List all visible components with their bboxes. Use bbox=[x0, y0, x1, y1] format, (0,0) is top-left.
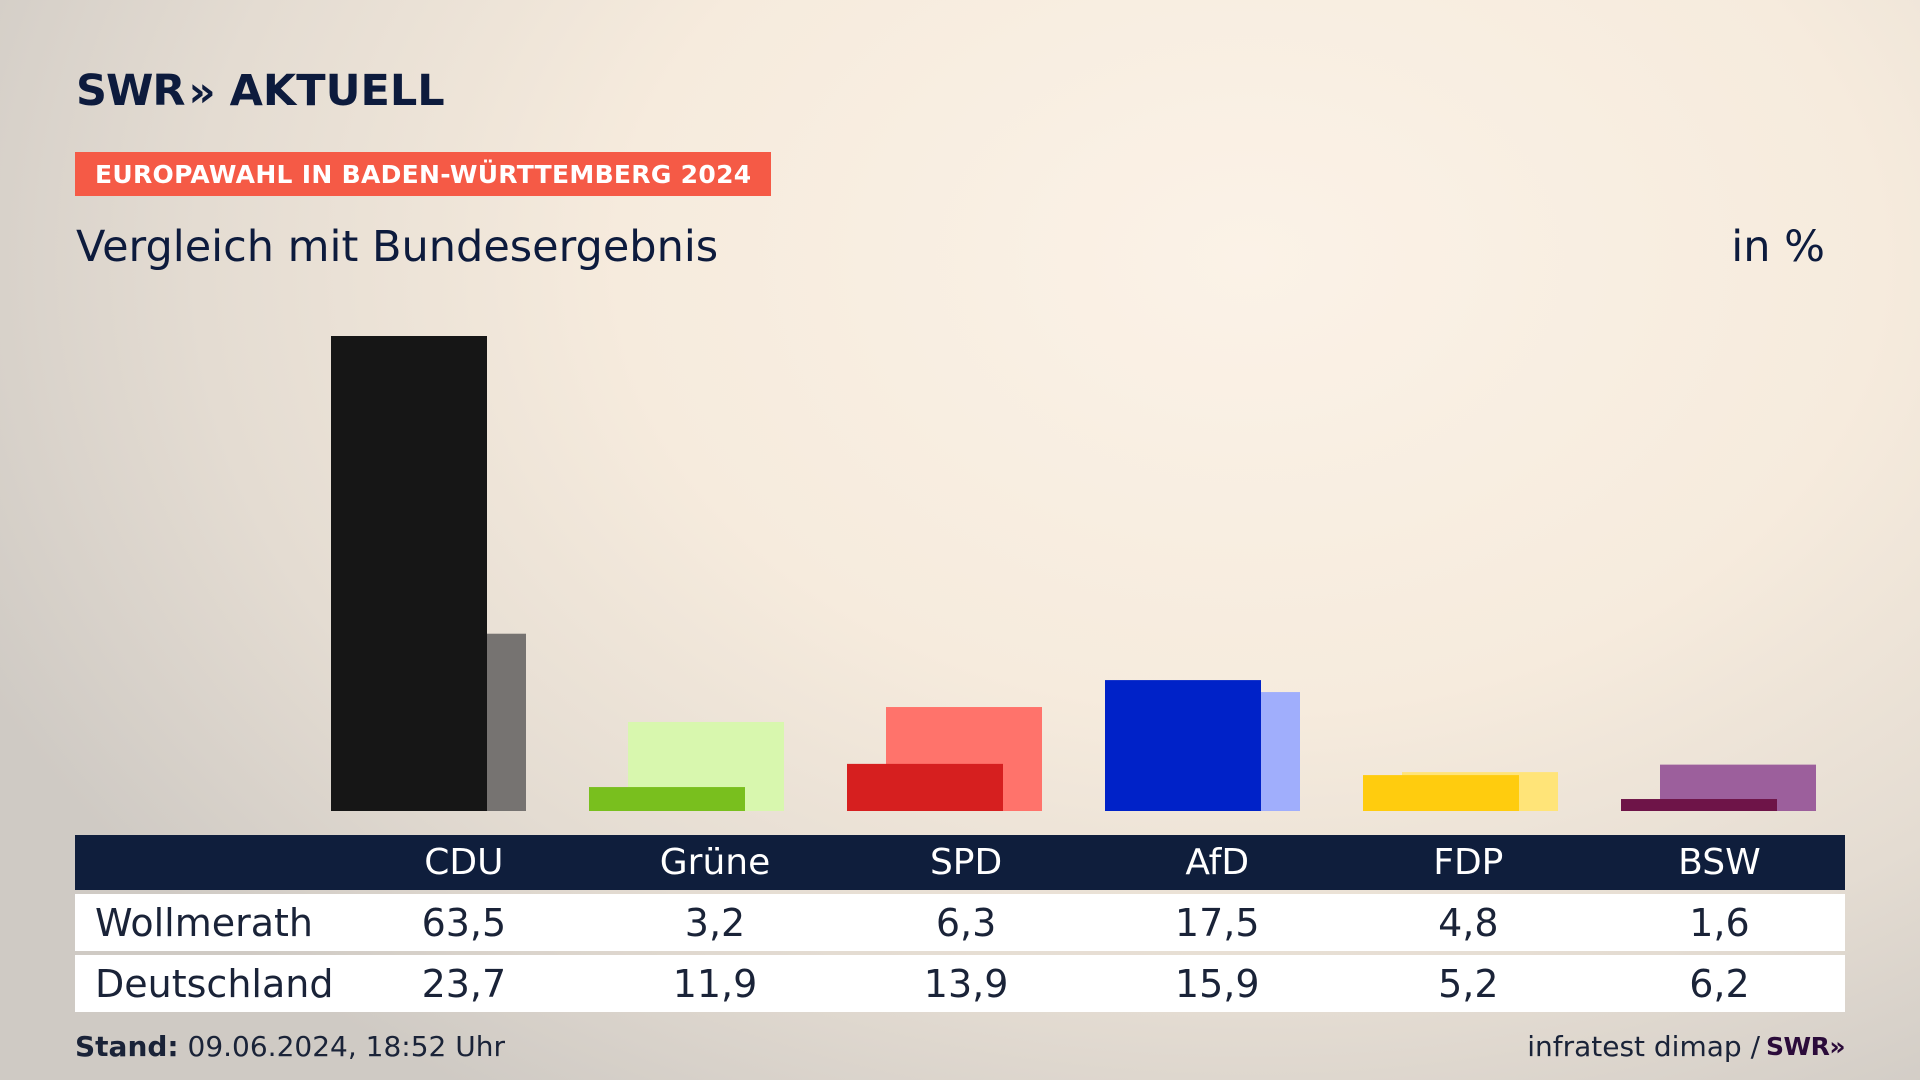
unit-label: in % bbox=[1731, 222, 1825, 272]
value-cell: 6,2 bbox=[1689, 961, 1750, 1006]
value-cell: 6,3 bbox=[935, 900, 997, 945]
bar-wollmerath-gruene bbox=[589, 787, 745, 811]
value-cell: 1,6 bbox=[1689, 900, 1750, 945]
value-cell: 17,5 bbox=[1174, 900, 1260, 945]
timestamp-label: Stand: bbox=[75, 1030, 179, 1063]
party-header-cdu: CDU bbox=[424, 842, 504, 883]
value-cell: 3,2 bbox=[684, 900, 746, 945]
timestamp-value: 09.06.2024, 18:52 Uhr bbox=[178, 1030, 505, 1063]
row-label: Deutschland bbox=[95, 961, 334, 1006]
value-cell: 15,9 bbox=[1174, 961, 1260, 1006]
bar-wollmerath-spd bbox=[847, 763, 1003, 811]
table-row: Deutschland 23,7 11,9 13,9 15,9 5,2 6,2 bbox=[75, 955, 1845, 1012]
value-cell: 11,9 bbox=[672, 961, 758, 1006]
value-cell: 63,5 bbox=[421, 900, 507, 945]
party-header-spd: SPD bbox=[929, 842, 1003, 883]
bar-wollmerath-bsw bbox=[1621, 799, 1777, 811]
bar-wollmerath-afd bbox=[1105, 680, 1261, 811]
bar-wollmerath-cdu bbox=[331, 336, 487, 811]
logo-aktuell-text: AKTUELL bbox=[229, 66, 445, 116]
source-credit: infratest dimap / SWR» bbox=[1527, 1030, 1845, 1063]
source-text: infratest dimap / bbox=[1527, 1030, 1761, 1063]
value-cell: 4,8 bbox=[1438, 900, 1499, 945]
value-cell: 23,7 bbox=[421, 961, 507, 1006]
value-cell: 5,2 bbox=[1438, 961, 1499, 1006]
results-table: CDU Grüne SPD AfD FDP BSW Wollmerath 63,… bbox=[75, 835, 1845, 1012]
party-header-gruene: Grüne bbox=[659, 842, 771, 883]
swr-aktuell-logo: SWR » AKTUELL bbox=[76, 66, 445, 116]
party-header-bsw: BSW bbox=[1678, 842, 1761, 883]
bar-wollmerath-fdp bbox=[1363, 775, 1519, 811]
value-cell: 13,9 bbox=[923, 961, 1009, 1006]
chart-subtitle: Vergleich mit Bundesergebnis bbox=[76, 222, 719, 272]
row-label: Wollmerath bbox=[95, 900, 313, 945]
swr-small-logo: SWR» bbox=[1766, 1032, 1845, 1061]
timestamp: Stand: 09.06.2024, 18:52 Uhr bbox=[75, 1030, 505, 1063]
party-header-afd: AfD bbox=[1185, 842, 1250, 883]
table-header-row: CDU Grüne SPD AfD FDP BSW bbox=[75, 835, 1845, 890]
logo-swr-text: SWR bbox=[76, 66, 186, 116]
election-badge: EUROPAWAHL IN BADEN-WÜRTTEMBERG 2024 bbox=[75, 152, 772, 196]
table-row: Wollmerath 63,5 3,2 6,3 17,5 4,8 1,6 bbox=[75, 894, 1845, 951]
party-header-fdp: FDP bbox=[1433, 842, 1504, 883]
